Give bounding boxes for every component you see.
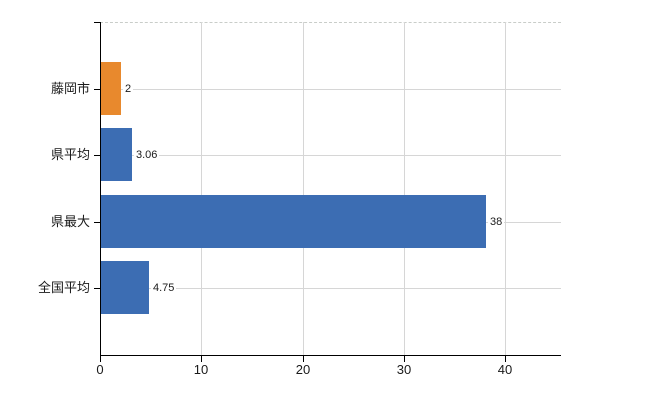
bar xyxy=(101,128,132,181)
bar xyxy=(101,62,121,115)
x-axis-tick-label: 30 xyxy=(396,362,412,377)
vertical-gridline xyxy=(404,22,405,355)
category-label: 県最大 xyxy=(50,214,90,229)
horizontal-gridline xyxy=(101,288,561,289)
bar xyxy=(101,261,149,314)
x-axis-tick-label: 40 xyxy=(497,362,513,377)
category-label: 県平均 xyxy=(50,147,90,162)
vertical-gridline xyxy=(201,22,202,355)
x-axis-tick-mark xyxy=(404,356,405,362)
category-label: 藤岡市 xyxy=(50,81,90,96)
y-axis-line xyxy=(100,22,101,356)
x-axis-tick-label: 0 xyxy=(96,362,104,377)
x-axis-tick-mark xyxy=(100,356,101,362)
x-axis-tick-label: 10 xyxy=(193,362,209,377)
y-axis-tick-mark xyxy=(94,22,100,23)
x-axis-tick-mark xyxy=(505,356,506,362)
bar-value-label: 4.75 xyxy=(151,281,177,295)
bar-value-label: 3.06 xyxy=(134,148,160,162)
horizontal-gridline xyxy=(101,89,561,90)
y-axis-tick-mark xyxy=(94,288,100,289)
bar xyxy=(101,195,486,248)
vertical-gridline xyxy=(303,22,304,355)
horizontal-gridline xyxy=(101,155,561,156)
x-axis-tick-mark xyxy=(201,356,202,362)
x-axis-tick-mark xyxy=(303,356,304,362)
bar-value-label: 38 xyxy=(488,215,505,229)
bar-value-label: 2 xyxy=(123,82,134,96)
plot-area xyxy=(100,22,561,355)
vertical-gridline xyxy=(505,22,506,355)
y-axis-tick-mark xyxy=(94,89,100,90)
x-axis-line xyxy=(100,355,561,356)
x-axis-tick-label: 20 xyxy=(295,362,311,377)
category-label: 全国平均 xyxy=(37,280,90,295)
y-axis-tick-mark xyxy=(94,222,100,223)
y-axis-tick-mark xyxy=(94,155,100,156)
